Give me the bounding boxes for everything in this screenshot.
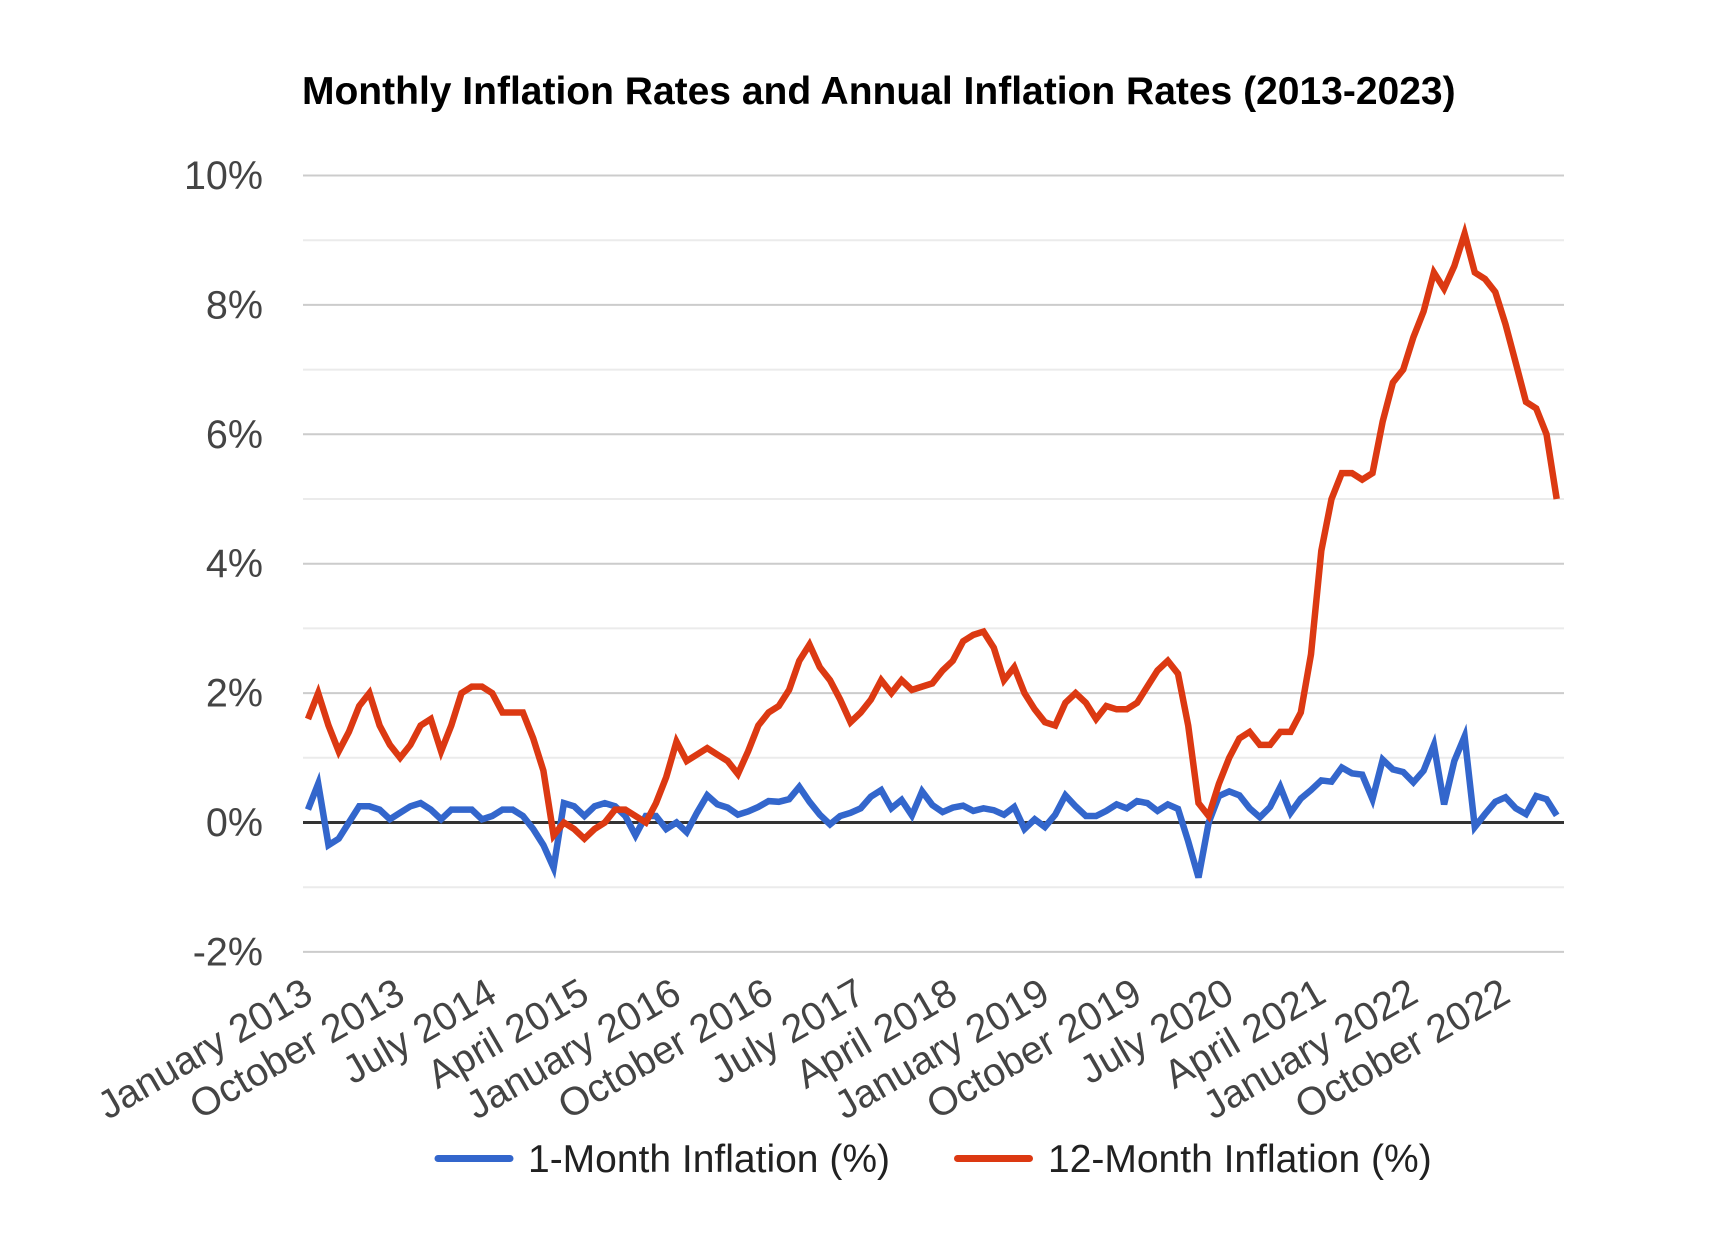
svg-text:4%: 4% — [206, 542, 263, 586]
svg-text:-2%: -2% — [193, 930, 263, 974]
svg-text:0%: 0% — [206, 801, 263, 845]
svg-text:6%: 6% — [206, 413, 263, 457]
svg-text:12-Month Inflation (%): 12-Month Inflation (%) — [1048, 1138, 1432, 1181]
svg-text:Monthly Inflation Rates and An: Monthly Inflation Rates and Annual Infla… — [302, 70, 1456, 113]
svg-text:2%: 2% — [206, 672, 263, 716]
svg-text:8%: 8% — [206, 283, 263, 327]
svg-text:10%: 10% — [184, 154, 263, 198]
svg-text:1-Month Inflation (%): 1-Month Inflation (%) — [528, 1138, 890, 1181]
